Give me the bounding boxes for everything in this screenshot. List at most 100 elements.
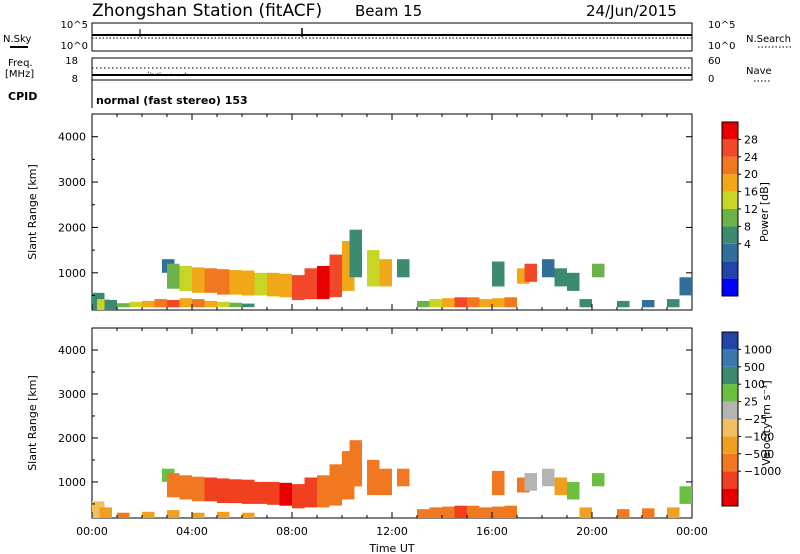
colorbar-level: 4 — [744, 238, 751, 251]
station-title: Zhongshan Station (fitACF) — [92, 1, 322, 21]
colorbar-level: 25 — [744, 396, 758, 409]
data-cell — [367, 250, 380, 287]
data-cell — [192, 512, 205, 518]
nave-tick-top: 60 — [708, 56, 721, 67]
x-tick-label: 00:00 — [676, 525, 708, 538]
data-cell — [179, 298, 192, 308]
data-cell — [454, 505, 467, 518]
data-cell — [254, 272, 267, 296]
data-cell — [129, 301, 142, 308]
power-colorbar: Power [dB] 28 24 20 16 12 8 4 — [721, 121, 771, 297]
data-cell — [542, 468, 555, 487]
data-cell — [304, 268, 317, 300]
data-cell — [167, 473, 180, 498]
power-cells — [92, 229, 692, 310]
data-cell — [479, 507, 492, 518]
data-cell — [492, 506, 505, 518]
colorbar-swatch — [722, 209, 738, 227]
data-cell — [442, 506, 455, 518]
data-cell — [367, 459, 380, 496]
colorbar-level: −25 — [744, 413, 767, 426]
data-cell — [142, 511, 155, 518]
data-cell — [397, 259, 410, 278]
data-cell — [429, 299, 442, 308]
colorbar-swatch — [722, 349, 738, 367]
power-ylabel: Slant Range [km] — [26, 164, 39, 260]
colorbar-level: 8 — [744, 220, 751, 233]
x-tick-label: 16:00 — [476, 525, 508, 538]
data-cell — [267, 272, 280, 297]
colorbar-level: −1000 — [744, 465, 781, 478]
data-cell — [97, 299, 110, 310]
data-cell — [467, 297, 480, 308]
velocity-cells — [92, 440, 692, 518]
data-cell — [179, 266, 192, 291]
data-cell — [242, 479, 255, 504]
colorbar-swatch — [722, 261, 738, 279]
data-cell — [192, 476, 205, 502]
data-cell — [279, 273, 292, 298]
data-cell — [554, 477, 567, 496]
y-tick-label: 2000 — [58, 221, 86, 234]
data-cell — [117, 303, 130, 308]
data-cell — [229, 270, 242, 295]
data-cell — [217, 478, 230, 503]
y-tick-label: 3000 — [58, 176, 86, 189]
data-cell — [329, 464, 342, 506]
data-cell — [179, 475, 192, 500]
colorbar-swatch — [722, 332, 738, 350]
velocity-colorbar: Velocity [m s⁻¹] 1000 500 100 25 −25 −100 −500… — [721, 331, 781, 507]
y-tick-label: 4000 — [58, 131, 86, 144]
colorbar-level: 24 — [744, 151, 758, 164]
cpid-label: CPID — [8, 90, 37, 103]
data-cell — [104, 300, 117, 310]
data-cell — [524, 473, 537, 491]
colorbar-swatch — [722, 436, 738, 454]
colorbar-level: −100 — [744, 430, 774, 443]
data-cell — [567, 481, 580, 500]
velocity-x-ticks: 00:00 04:00 08:00 12:00 16:00 20:00 00:00 — [76, 328, 708, 538]
freq-label: Freq. — [8, 58, 33, 69]
data-cell — [204, 477, 217, 502]
colorbar-level: −500 — [744, 448, 774, 461]
data-cell — [667, 507, 680, 518]
freq-tick-bottom: 8 — [72, 74, 78, 85]
colorbar-level: 1000 — [744, 343, 772, 356]
data-cell — [254, 481, 267, 504]
data-cell — [329, 254, 342, 298]
data-cell — [524, 263, 537, 282]
power-panel: 4000 3000 2000 1000 Slant Range [km] — [26, 113, 693, 311]
x-tick-label: 20:00 — [576, 525, 608, 538]
data-cell — [667, 299, 680, 308]
data-cell — [267, 481, 280, 505]
freq-panel: Freq. [MHz] 18 8 60 0 Nave — [5, 56, 772, 85]
data-cell — [217, 269, 230, 295]
data-cell — [679, 486, 692, 504]
data-cell — [642, 508, 655, 518]
y-tick-label: 1000 — [58, 476, 86, 489]
data-cell — [379, 468, 392, 496]
freq-tick-top: 18 — [65, 56, 78, 67]
data-cell — [192, 299, 205, 308]
colorbar-swatch — [722, 278, 738, 296]
x-tick-label: 08:00 — [276, 525, 308, 538]
y-tick-label: 1000 — [58, 267, 86, 280]
data-cell — [592, 473, 605, 487]
data-cell — [167, 510, 180, 518]
data-cell — [467, 505, 480, 518]
colorbar-swatch — [722, 419, 738, 437]
data-cell — [642, 300, 655, 308]
data-cell — [204, 268, 217, 293]
data-cell — [504, 505, 517, 518]
velocity-colorbar-label: Velocity [m s⁻¹] — [760, 380, 773, 465]
y-tick-label: 4000 — [58, 344, 86, 357]
colorbar-level: 12 — [744, 203, 758, 216]
date-title: 24/Jun/2015 — [586, 2, 677, 20]
data-cell — [242, 303, 255, 308]
data-cell — [492, 298, 505, 308]
data-cell — [617, 509, 630, 518]
power-colorbar-label: Power [dB] — [758, 182, 771, 242]
colorbar-swatch — [722, 139, 738, 157]
data-cell — [192, 267, 205, 293]
beam-title: Beam 15 — [355, 2, 422, 20]
